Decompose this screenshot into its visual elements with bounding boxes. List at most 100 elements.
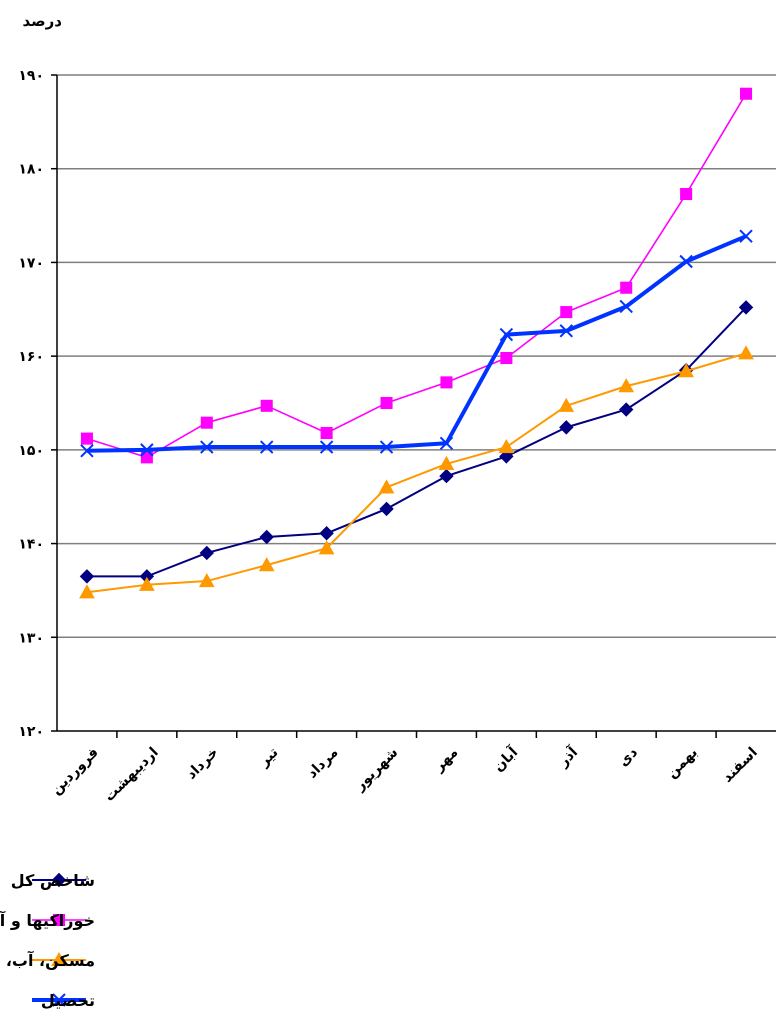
data-point-square bbox=[440, 376, 453, 389]
data-point-x bbox=[260, 440, 274, 454]
data-point-triangle bbox=[498, 439, 515, 454]
x-category-label: بهمن bbox=[664, 745, 701, 782]
data-point-diamond bbox=[199, 545, 214, 561]
series-line bbox=[86, 93, 747, 459]
legend-label: مسکن، آب، برق وگاز و سایر سوختها bbox=[0, 950, 95, 970]
data-point-diamond bbox=[619, 402, 634, 417]
data-point-x-stroke bbox=[439, 436, 454, 451]
legend-item: تحصیل bbox=[32, 991, 95, 1010]
data-point-square bbox=[80, 432, 93, 445]
legend-item: خوراکیها و آشامیدنیها bbox=[0, 910, 95, 930]
x-category-label: مرداد bbox=[304, 745, 341, 782]
x-category-label: خرداد bbox=[183, 745, 221, 783]
data-point-x-stroke bbox=[559, 324, 573, 338]
data-point-triangle bbox=[678, 363, 694, 378]
data-point-x-stroke bbox=[140, 443, 154, 457]
data-point-x bbox=[559, 324, 573, 338]
data-point-triangle bbox=[378, 479, 395, 494]
data-point-diamond bbox=[379, 501, 394, 517]
data-point-square bbox=[320, 426, 333, 440]
data-point-triangle bbox=[258, 557, 275, 572]
data-point-x-stroke bbox=[260, 440, 274, 454]
data-point-diamond bbox=[79, 569, 95, 584]
axes bbox=[51, 74, 776, 738]
y-tick-label: ۱۸۰ bbox=[18, 162, 44, 178]
data-point-diamond bbox=[439, 468, 454, 484]
data-point-triangle bbox=[618, 378, 635, 393]
data-point-square bbox=[560, 306, 573, 319]
y-tick-label: ۱۴۰ bbox=[18, 537, 44, 553]
series-1 bbox=[79, 300, 754, 584]
x-category-label: مهر bbox=[430, 745, 461, 776]
data-point-x-stroke bbox=[80, 444, 94, 458]
legend-label: تحصیل bbox=[41, 991, 95, 1010]
data-point-triangle bbox=[198, 573, 215, 588]
data-point-x bbox=[499, 327, 514, 342]
x-category-label: فروردین bbox=[48, 745, 102, 799]
data-point-diamond bbox=[51, 872, 67, 888]
data-point-triangle bbox=[318, 540, 335, 555]
data-point-diamond bbox=[559, 420, 574, 435]
series-lines bbox=[79, 87, 754, 599]
x-category-label: آذر bbox=[554, 742, 582, 770]
data-point-triangle bbox=[738, 345, 754, 360]
data-point-x-stroke bbox=[619, 299, 633, 314]
y-axis-title: درصد bbox=[23, 12, 63, 30]
data-point-square bbox=[200, 416, 213, 429]
x-tick-labels: فروردین اردیبهشت خرداد تیر مرداد شهریور مهر آبا… bbox=[48, 742, 761, 805]
data-point-diamond bbox=[319, 526, 334, 541]
y-tick-label: ۱۹۰ bbox=[18, 68, 44, 84]
data-point-diamond bbox=[738, 300, 754, 315]
y-tick-label: ۱۵۰ bbox=[18, 443, 44, 459]
series-line bbox=[86, 234, 747, 453]
x-category-label: اسفند bbox=[720, 745, 761, 786]
x-category-label: آبان bbox=[489, 742, 522, 775]
legend-label: شاخص کل bbox=[11, 871, 95, 890]
data-point-x bbox=[619, 299, 633, 314]
data-point-x-stroke bbox=[379, 440, 394, 454]
data-point-x bbox=[319, 440, 334, 454]
data-point-square bbox=[680, 187, 693, 201]
data-point-triangle bbox=[438, 455, 455, 471]
data-point-triangle bbox=[79, 584, 95, 599]
legend-label: خوراکیها و آشامیدنیها bbox=[0, 910, 95, 930]
gridlines bbox=[57, 74, 776, 639]
legend-item: شاخص کل bbox=[11, 871, 95, 890]
y-tick-label: ۱۳۰ bbox=[18, 630, 44, 646]
data-point-x bbox=[739, 229, 753, 243]
x-category-label: دی bbox=[616, 745, 641, 770]
x-category-label: شهریور bbox=[351, 745, 401, 795]
data-point-x-stroke bbox=[679, 254, 693, 269]
data-point-diamond bbox=[499, 449, 514, 464]
data-point-x bbox=[379, 440, 394, 454]
legend: شاخص کل خوراکیها و آشامیدنیها مسکن، آب، بر… bbox=[0, 871, 95, 1010]
x-category-label: تیر bbox=[256, 745, 282, 771]
series-2 bbox=[80, 87, 753, 464]
legend-item: مسکن، آب، برق وگاز و سایر سوختها bbox=[0, 950, 95, 970]
data-point-x bbox=[200, 440, 214, 454]
data-point-x bbox=[140, 443, 154, 457]
y-tick-labels: ۱۲۰ ۱۳۰ ۱۴۰ ۱۵۰ ۱۶۰ ۱۷۰ ۱۸۰ ۱۹۰ bbox=[18, 68, 44, 740]
data-point-x-stroke bbox=[739, 229, 753, 243]
data-point-triangle bbox=[51, 951, 67, 967]
data-point-x bbox=[80, 444, 94, 458]
y-tick-label: ۱۲۰ bbox=[18, 724, 44, 740]
data-point-x-stroke bbox=[319, 440, 334, 454]
data-point-square bbox=[740, 87, 753, 100]
data-point-x bbox=[439, 436, 454, 451]
data-point-square bbox=[500, 351, 513, 365]
series-4 bbox=[80, 229, 753, 458]
series-3 bbox=[79, 345, 754, 599]
data-point-x bbox=[52, 993, 66, 1007]
data-point-square bbox=[52, 913, 66, 927]
data-point-square bbox=[260, 399, 273, 412]
data-point-triangle bbox=[139, 576, 155, 591]
series-line bbox=[86, 306, 747, 578]
series-line bbox=[86, 352, 747, 594]
y-tick-label: ۱۷۰ bbox=[18, 255, 44, 271]
data-point-square bbox=[380, 396, 393, 410]
data-point-x bbox=[679, 254, 693, 269]
data-point-triangle bbox=[558, 397, 575, 412]
